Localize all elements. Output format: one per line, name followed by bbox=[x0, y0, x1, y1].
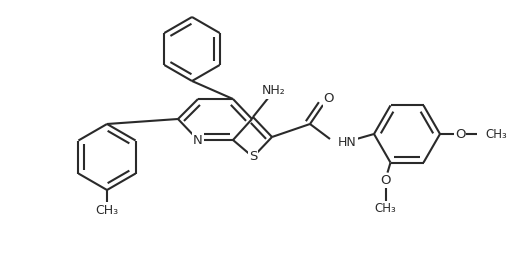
Text: S: S bbox=[249, 150, 257, 163]
Text: N: N bbox=[193, 134, 203, 147]
Text: HN: HN bbox=[338, 135, 357, 148]
Text: CH₃: CH₃ bbox=[485, 127, 507, 140]
Text: O: O bbox=[324, 93, 334, 106]
Text: CH₃: CH₃ bbox=[374, 202, 397, 215]
Text: O: O bbox=[455, 127, 465, 140]
Text: O: O bbox=[380, 174, 391, 187]
Text: NH₂: NH₂ bbox=[262, 84, 286, 98]
Text: CH₃: CH₃ bbox=[95, 204, 119, 217]
